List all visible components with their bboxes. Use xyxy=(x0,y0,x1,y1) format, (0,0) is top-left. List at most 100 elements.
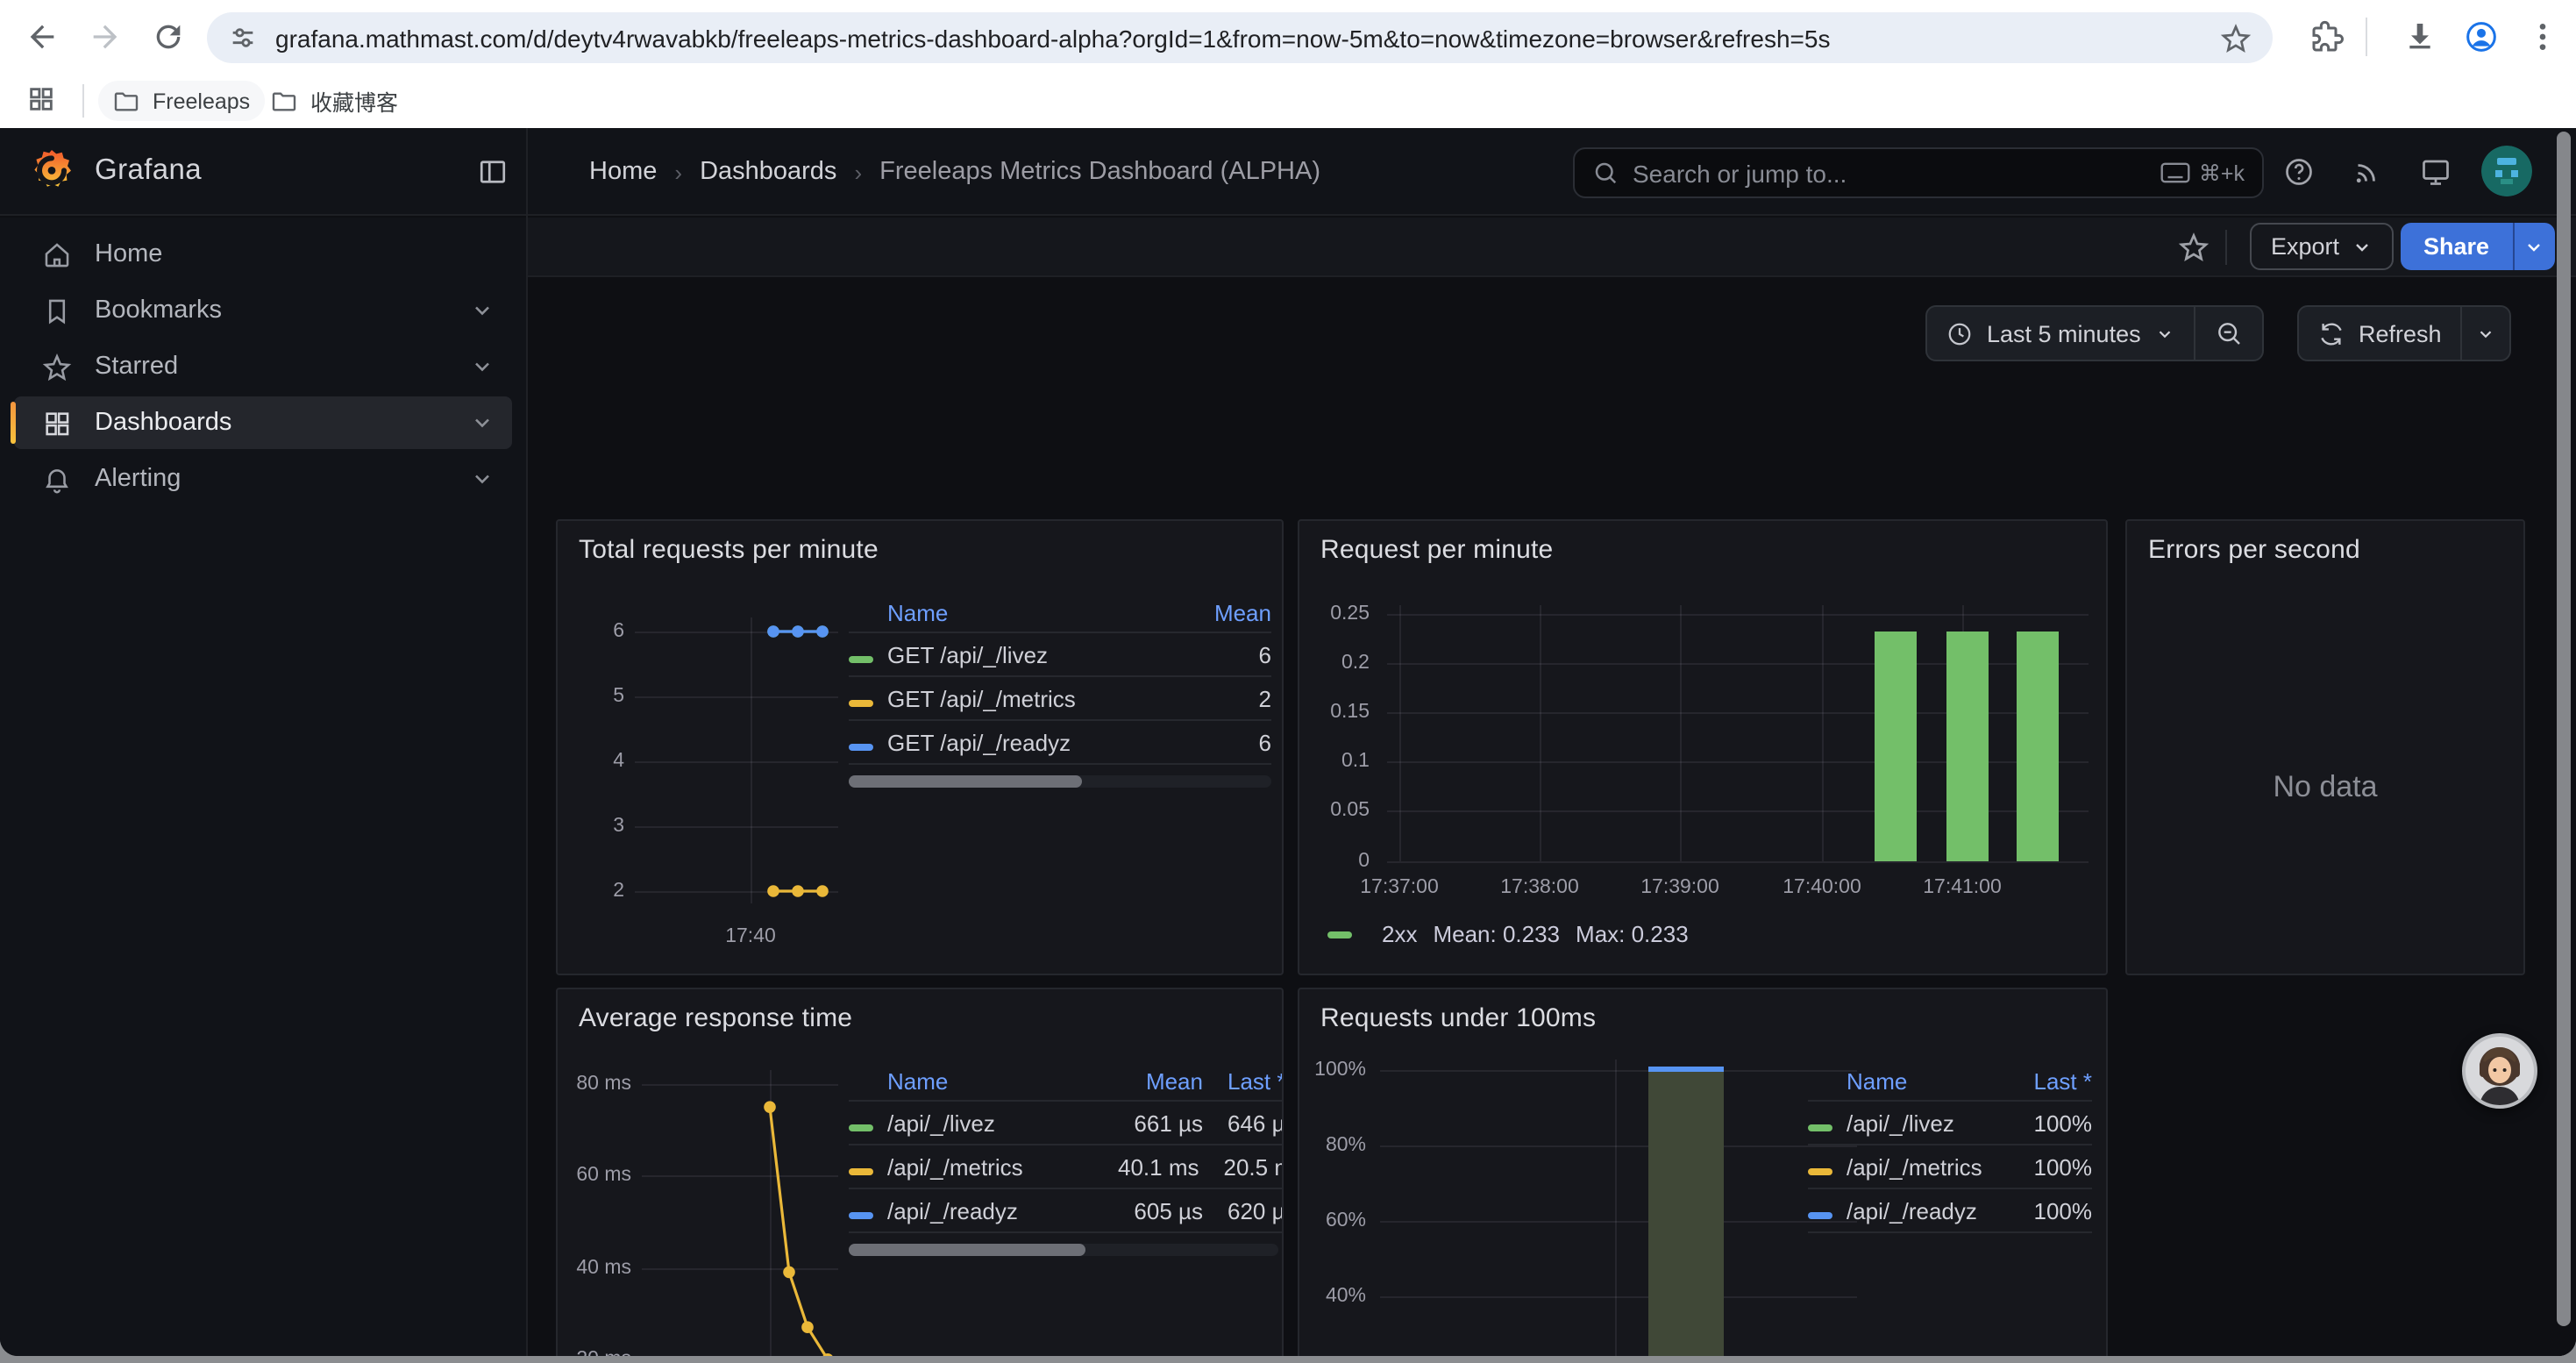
home-icon xyxy=(42,239,72,269)
series-pill xyxy=(849,1124,873,1131)
legend-scrollbar[interactable] xyxy=(849,1244,1278,1256)
refresh-button[interactable]: Refresh xyxy=(2299,307,2461,360)
back-icon[interactable] xyxy=(25,19,60,54)
bar xyxy=(1648,1070,1724,1356)
zoom-out-button[interactable] xyxy=(2194,307,2262,360)
chevron-down-icon[interactable] xyxy=(470,298,495,323)
legend-row[interactable]: /api/_/metrics 40.1 ms 20.5 ms xyxy=(849,1145,1284,1189)
legend-row[interactable]: GET /api/_/readyz 6 xyxy=(849,721,1271,765)
bookmarks-divider xyxy=(82,84,84,118)
search-placeholder: Search or jump to... xyxy=(1633,159,2146,187)
y-tick: 0.15 xyxy=(1303,702,1370,723)
user-avatar[interactable] xyxy=(2481,146,2532,196)
chevron-down-icon[interactable] xyxy=(470,354,495,379)
y-tick: 0.2 xyxy=(1303,653,1370,674)
panel-requests-under-100ms[interactable]: Requests under 100ms 100% 80% 60% 40% 20… xyxy=(1298,988,2108,1356)
share-menu-chevron[interactable] xyxy=(2512,223,2554,270)
series-pill xyxy=(1808,1124,1832,1131)
bar xyxy=(1875,631,1917,861)
bar-cap xyxy=(1648,1067,1724,1071)
panel-legend: Name Mean GET /api/_/livez 6 GET /api/_/… xyxy=(849,595,1271,788)
refresh-controls: Refresh xyxy=(2297,305,2512,361)
panel-errors-per-second[interactable]: Errors per second No data xyxy=(2125,519,2525,975)
export-button[interactable]: Export xyxy=(2250,223,2394,270)
y-tick: 2 xyxy=(565,881,624,902)
panel-request-per-minute[interactable]: Request per minute 0.25 0.2 0.15 0.1 0.0… xyxy=(1298,519,2108,975)
sidebar-item-alerting[interactable]: Alerting xyxy=(14,453,512,505)
panel-total-requests[interactable]: Total requests per minute 6 5 4 3 2 17:4… xyxy=(556,519,1284,975)
forward-icon[interactable] xyxy=(88,19,123,54)
legend-row[interactable]: /api/_/livez 100% xyxy=(1808,1102,2092,1145)
breadcrumb-separator: › xyxy=(854,159,862,185)
series-pill xyxy=(849,1167,873,1174)
url-text: grafana.mathmast.com/d/deytv4rwavabkb/fr… xyxy=(275,24,2220,52)
tune-icon[interactable] xyxy=(228,23,258,53)
sidebar-item-starred[interactable]: Starred xyxy=(14,340,512,393)
subheader-divider xyxy=(2225,230,2227,265)
floating-avatar[interactable] xyxy=(2462,1033,2537,1109)
chevron-down-icon[interactable] xyxy=(470,467,495,491)
dashboards-grid-icon xyxy=(42,408,72,438)
legend-mean: Mean: 0.233 xyxy=(1433,921,1560,947)
sidebar-item-bookmarks[interactable]: Bookmarks xyxy=(14,284,512,337)
reload-icon[interactable] xyxy=(151,19,186,54)
search-icon xyxy=(1592,160,1619,186)
x-tick: 17:38:00 xyxy=(1500,877,1579,898)
star-dashboard-icon[interactable] xyxy=(2178,232,2210,263)
x-tick: 17:37:00 xyxy=(1360,877,1439,898)
time-range-picker[interactable]: Last 5 minutes xyxy=(1927,307,2194,360)
legend-series-label: 2xx xyxy=(1382,921,1417,947)
sidebar-item-label: Home xyxy=(95,240,162,268)
legend-row[interactable]: /api/_/metrics 100% xyxy=(1808,1145,2092,1189)
legend-row[interactable]: GET /api/_/metrics 2 xyxy=(849,677,1271,721)
legend-scrollbar[interactable] xyxy=(849,775,1271,788)
sidebar-item-label: Dashboards xyxy=(95,409,231,437)
page-scrollbar[interactable] xyxy=(2557,132,2571,1338)
sidebar-item-dashboards[interactable]: Dashboards xyxy=(14,396,512,449)
panel-legend[interactable]: 2xx Mean: 0.233 Max: 0.233 xyxy=(1327,921,1689,947)
legend-row[interactable]: /api/_/readyz 605 µs 620 µs xyxy=(849,1189,1284,1233)
chevron-down-icon[interactable] xyxy=(470,410,495,435)
panel-title: Average response time xyxy=(579,1003,852,1033)
y-tick: 0.25 xyxy=(1303,603,1370,624)
search-input[interactable]: Search or jump to... ⌘+k xyxy=(1573,147,2264,198)
download-icon[interactable] xyxy=(2402,19,2437,54)
chevron-down-icon xyxy=(2352,236,2373,257)
extensions-icon[interactable] xyxy=(2309,19,2345,54)
news-rss-icon[interactable] xyxy=(2352,156,2383,188)
breadcrumb-dashboards[interactable]: Dashboards xyxy=(700,158,836,186)
profile-icon[interactable] xyxy=(2464,19,2499,54)
series-pill xyxy=(1808,1211,1832,1218)
bookmark-star-icon[interactable] xyxy=(2220,22,2252,54)
breadcrumb-home[interactable]: Home xyxy=(589,158,657,186)
chevron-down-icon xyxy=(2155,324,2174,343)
grafana-logo-icon xyxy=(28,147,75,195)
legend-header: Name Mean xyxy=(849,595,1271,633)
legend-row[interactable]: /api/_/livez 661 µs 646 µs xyxy=(849,1102,1284,1145)
apps-grid-icon[interactable] xyxy=(26,84,56,114)
sidebar-item-home[interactable]: Home xyxy=(14,228,512,281)
bookmark-folder-freeleaps[interactable]: Freeleaps xyxy=(98,81,264,121)
collapse-sidebar-icon[interactable] xyxy=(477,156,509,188)
breadcrumb-current: Freeleaps Metrics Dashboard (ALPHA) xyxy=(879,158,1320,186)
share-button[interactable]: Share xyxy=(2401,223,2554,270)
kiosk-monitor-icon[interactable] xyxy=(2420,156,2451,188)
breadcrumb-separator: › xyxy=(674,159,682,185)
bar xyxy=(1946,631,1989,861)
refresh-icon xyxy=(2318,320,2345,346)
chevron-down-icon xyxy=(2523,236,2544,257)
panel-avg-response-time[interactable]: Average response time 80 ms 60 ms 40 ms … xyxy=(556,988,1284,1356)
refresh-interval-dropdown[interactable] xyxy=(2461,307,2510,360)
grafana-brand[interactable]: Grafana xyxy=(28,147,202,195)
legend-row[interactable]: GET /api/_/livez 6 xyxy=(849,633,1271,677)
url-bar[interactable]: grafana.mathmast.com/d/deytv4rwavabkb/fr… xyxy=(207,12,2273,63)
bookmark-folder-blogs[interactable]: 收藏博客 xyxy=(256,81,412,121)
help-icon[interactable] xyxy=(2283,156,2315,188)
bell-icon xyxy=(42,464,72,494)
panel-title: Total requests per minute xyxy=(579,535,879,565)
browser-menu-icon[interactable] xyxy=(2525,19,2560,54)
sidebar-item-label: Starred xyxy=(95,353,178,381)
legend-row[interactable]: /api/_/readyz 100% xyxy=(1808,1189,2092,1233)
panel-legend: Name Last * /api/_/livez 100% /api/_/met… xyxy=(1808,1063,2092,1233)
y-tick: 3 xyxy=(565,816,624,837)
